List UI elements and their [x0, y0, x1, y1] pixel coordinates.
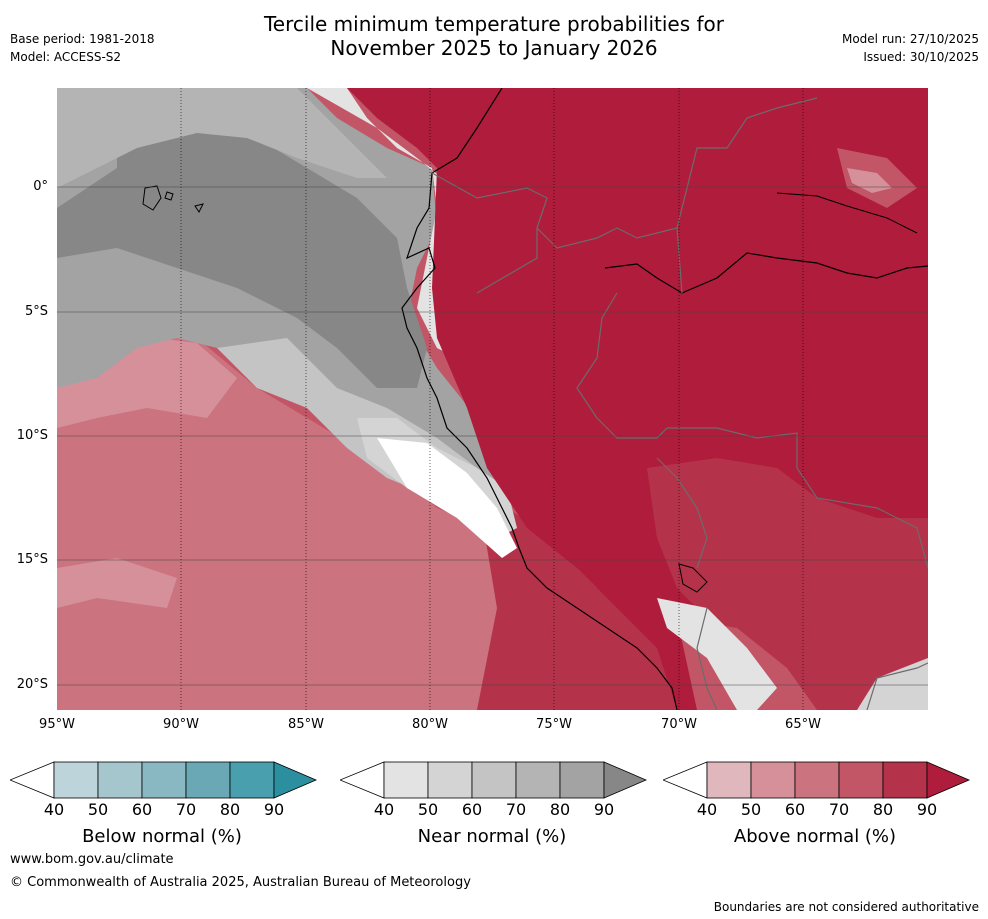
cbar-tick: 70	[828, 800, 850, 819]
cbar-tick: 50	[87, 800, 109, 819]
cbar-tick: 60	[784, 800, 806, 819]
cbar-segment	[882, 761, 928, 799]
ocean-near-70-region	[57, 88, 387, 188]
cbar-segment	[471, 761, 517, 799]
cbar-segment	[427, 761, 473, 799]
land-above-80-region	[647, 458, 928, 710]
cbar-segment	[515, 761, 561, 799]
header-meta-right: Model run: 27/10/2025 Issued: 30/10/2025	[842, 30, 979, 66]
cbar-extend-high	[603, 761, 648, 799]
below-normal-label: Below normal (%)	[82, 826, 242, 847]
lon-label-95w: 95°W	[39, 717, 75, 732]
cbar-segment	[383, 761, 429, 799]
cbar-extend-high	[926, 761, 971, 799]
map-title: Tercile minimum temperature probabilitie…	[0, 12, 988, 60]
cbar-tick: 80	[872, 800, 894, 819]
cbar-segment	[97, 761, 143, 799]
base-period: Base period: 1981-2018	[10, 32, 155, 46]
lake-titicaca	[678, 563, 708, 593]
cbar-tick: 40	[696, 800, 718, 819]
cbar-extend-low	[340, 761, 385, 799]
probability-map	[57, 88, 928, 710]
latitude-lines	[57, 186, 928, 686]
model-name: Model: ACCESS-S2	[10, 50, 122, 64]
cbar-extend-low	[10, 761, 55, 799]
cbar-segment	[559, 761, 605, 799]
above-normal-colorbar	[663, 761, 971, 799]
cbar-tick: 60	[461, 800, 483, 819]
river-north	[776, 192, 918, 234]
cbar-tick: 70	[505, 800, 527, 819]
galapagos-islands	[142, 185, 204, 213]
ocean-above-60-region	[57, 328, 637, 710]
footer-copyright: © Commonwealth of Australia 2025, Austra…	[10, 875, 471, 890]
lon-label-90w: 90°W	[163, 717, 199, 732]
lon-label-65w: 65°W	[785, 717, 821, 732]
cbar-tick: 40	[373, 800, 395, 819]
cbar-segment	[838, 761, 884, 799]
ocean-above-50-patch	[57, 558, 177, 608]
issued-date: Issued: 30/10/2025	[863, 50, 979, 64]
cbar-tick: 90	[263, 800, 285, 819]
below-normal-colorbar	[10, 761, 318, 799]
country-borders	[431, 97, 928, 710]
cbar-tick: 50	[417, 800, 439, 819]
cbar-tick: 40	[43, 800, 65, 819]
cbar-extend-high	[273, 761, 318, 799]
title-line-2: November 2025 to January 2026	[330, 36, 658, 60]
cbar-tick: 80	[219, 800, 241, 819]
lon-label-85w: 85°W	[288, 717, 324, 732]
cbar-segment	[794, 761, 840, 799]
ocean-white-boundary	[377, 438, 517, 558]
cbar-segment	[706, 761, 752, 799]
cbar-extend-low	[663, 761, 708, 799]
cbar-segment	[53, 761, 99, 799]
amazon-river	[604, 252, 928, 294]
land-near-strip	[657, 598, 777, 710]
title-line-1: Tercile minimum temperature probabilitie…	[263, 12, 725, 36]
lat-label-10s: 10°S	[16, 428, 48, 443]
near-normal-label: Near normal (%)	[417, 826, 567, 847]
cbar-tick: 90	[593, 800, 615, 819]
coastline	[401, 88, 678, 710]
model-run: Model run: 27/10/2025	[841, 32, 979, 46]
header-meta-left: Base period: 1981-2018 Model: ACCESS-S2	[10, 30, 155, 66]
footer-url: www.bom.gov.au/climate	[10, 852, 174, 867]
cbar-tick: 70	[175, 800, 197, 819]
cbar-segment	[750, 761, 796, 799]
cbar-segment	[185, 761, 231, 799]
map-canvas	[57, 88, 928, 710]
land-near-se-patch	[857, 658, 928, 710]
cbar-tick: 60	[131, 800, 153, 819]
lat-label-15s: 15°S	[16, 552, 48, 567]
lon-label-75w: 75°W	[536, 717, 572, 732]
lat-label-0: 0°	[33, 179, 48, 194]
footer-disclaimer: Boundaries are not considered authoritat…	[713, 900, 979, 914]
cbar-tick: 80	[549, 800, 571, 819]
cbar-tick: 50	[740, 800, 762, 819]
above-normal-label: Above normal (%)	[733, 826, 897, 847]
lon-label-70w: 70°W	[661, 717, 697, 732]
cbar-tick: 90	[916, 800, 938, 819]
lat-label-20s: 20°S	[16, 677, 48, 692]
ocean-above-80-region	[477, 488, 697, 710]
cbar-segment	[141, 761, 187, 799]
ocean-near-90-core	[57, 128, 427, 388]
cbar-segment	[229, 761, 275, 799]
lon-label-80w: 80°W	[412, 717, 448, 732]
lat-label-5s: 5°S	[24, 304, 48, 319]
near-normal-colorbar	[340, 761, 648, 799]
